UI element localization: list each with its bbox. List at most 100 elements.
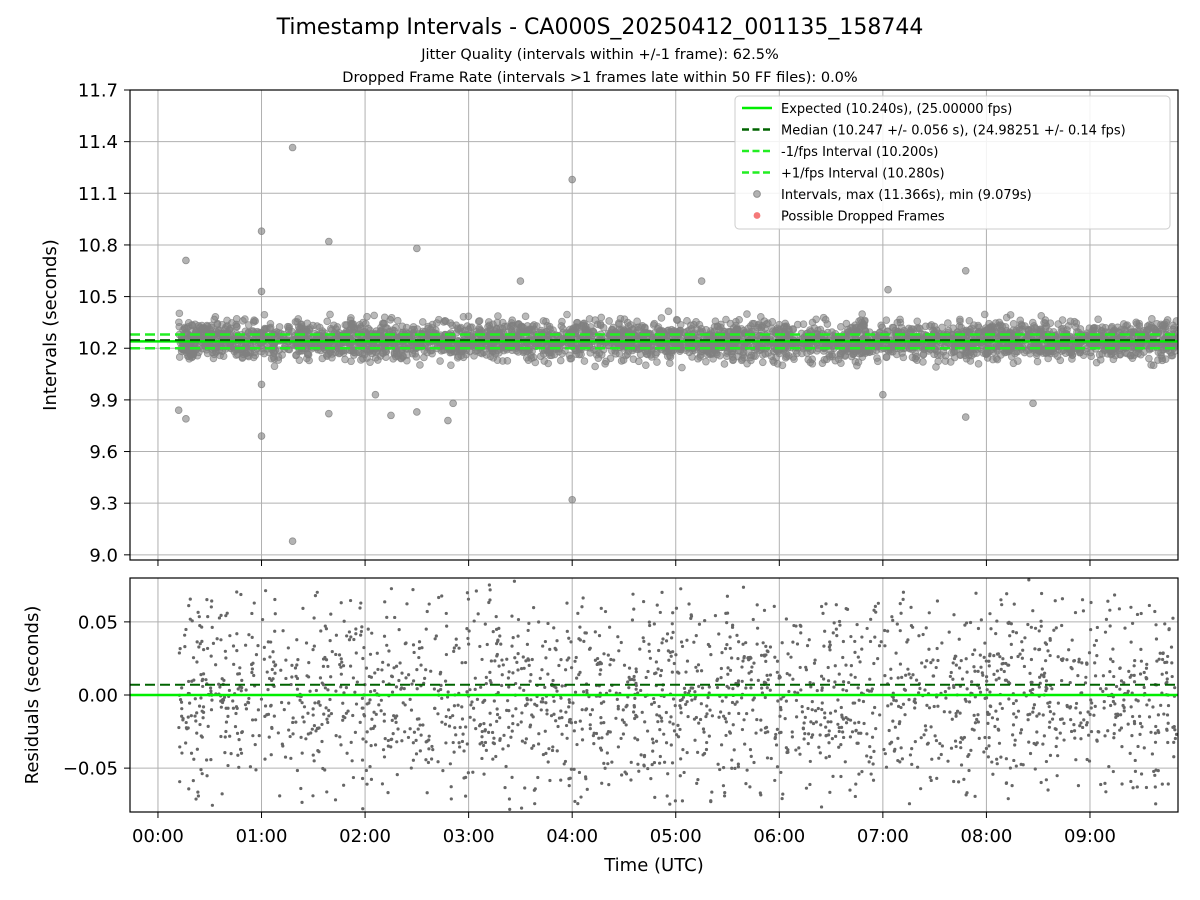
- residual-point: [914, 678, 919, 682]
- residual-point: [804, 786, 809, 790]
- residual-point: [694, 715, 698, 720]
- residual-point: [990, 716, 995, 720]
- intervals-y-ticks: 9.09.39.69.910.210.510.811.111.411.7: [78, 81, 130, 566]
- residual-point: [321, 766, 325, 771]
- interval-point: [882, 353, 891, 362]
- residual-point: [948, 674, 952, 679]
- residual-point: [339, 665, 343, 669]
- residual-point: [180, 686, 184, 690]
- interval-point: [599, 323, 608, 332]
- residual-point: [1131, 714, 1135, 719]
- residual-point: [808, 782, 812, 787]
- residual-point: [1147, 698, 1151, 702]
- residual-point: [1088, 712, 1092, 717]
- residual-point: [599, 606, 603, 610]
- residual-point: [685, 750, 689, 755]
- residual-point: [1103, 630, 1108, 634]
- residual-point: [1083, 681, 1088, 685]
- interval-point: [1070, 317, 1079, 326]
- residual-point: [995, 669, 1000, 673]
- residual-point: [726, 666, 730, 670]
- residual-point: [1038, 675, 1042, 679]
- residual-point: [808, 759, 812, 764]
- residual-point: [642, 753, 647, 758]
- residual-point: [616, 745, 620, 749]
- residual-point: [262, 657, 266, 661]
- residual-point: [1060, 658, 1064, 663]
- residual-point: [1004, 757, 1008, 761]
- residual-point: [1052, 712, 1056, 716]
- residual-point: [891, 719, 895, 723]
- residual-point: [867, 760, 871, 764]
- residual-point: [341, 664, 346, 668]
- residual-point: [447, 724, 452, 728]
- residual-point: [333, 798, 338, 802]
- residual-point: [1145, 703, 1149, 707]
- residual-point: [715, 685, 720, 690]
- residual-point: [531, 715, 535, 719]
- residual-point: [501, 663, 505, 667]
- residual-point: [431, 748, 435, 752]
- residual-point: [197, 645, 201, 649]
- jitter-quality-subtitle: Jitter Quality (intervals within +/-1 fr…: [421, 47, 779, 63]
- residual-point: [231, 706, 236, 710]
- residual-point: [564, 723, 569, 728]
- residual-point: [600, 736, 604, 740]
- interval-point: [446, 319, 455, 327]
- residual-point: [311, 753, 315, 757]
- interval-point: [808, 318, 817, 327]
- intervals-y-tick-label: 11.7: [78, 81, 118, 102]
- residual-point: [1069, 718, 1073, 722]
- residual-point: [668, 720, 672, 724]
- residual-point: [382, 712, 386, 716]
- residual-point: [958, 711, 962, 715]
- residual-point: [666, 772, 670, 776]
- residual-point: [573, 659, 577, 663]
- residual-point: [896, 736, 900, 740]
- residual-point: [1008, 634, 1012, 638]
- residual-point: [342, 619, 346, 623]
- residual-point: [1043, 641, 1047, 645]
- residual-point: [751, 708, 755, 712]
- interval-point: [356, 349, 364, 357]
- residual-point: [1118, 666, 1122, 671]
- interval-point: [770, 358, 778, 367]
- interval-point: [493, 356, 502, 365]
- residual-point: [341, 718, 345, 722]
- residual-point: [727, 711, 731, 715]
- residual-point: [818, 751, 822, 755]
- residual-point: [671, 697, 676, 701]
- interval-point: [697, 324, 706, 333]
- residual-point: [681, 748, 685, 752]
- residual-point: [350, 759, 354, 763]
- interval-point: [589, 327, 597, 336]
- residual-point: [1089, 698, 1093, 702]
- residual-point: [996, 652, 1001, 656]
- residual-point: [622, 663, 627, 667]
- interval-outlier-point: [182, 256, 190, 265]
- residual-point: [495, 719, 499, 723]
- residual-point: [994, 632, 998, 636]
- interval-point: [347, 357, 355, 366]
- residual-point: [735, 633, 739, 637]
- interval-point: [916, 324, 924, 333]
- residual-point: [970, 727, 974, 731]
- residual-point: [829, 720, 833, 724]
- residual-point: [818, 733, 822, 737]
- residual-point: [853, 794, 857, 799]
- residual-point: [936, 658, 940, 663]
- residual-point: [235, 590, 239, 594]
- residual-point: [460, 705, 464, 709]
- interval-point: [759, 358, 767, 367]
- residual-point: [681, 695, 686, 699]
- residual-point: [929, 661, 933, 665]
- interval-point: [503, 357, 512, 365]
- residual-point: [844, 721, 849, 725]
- residual-point: [393, 615, 397, 620]
- residual-point: [837, 672, 841, 676]
- interval-point: [241, 315, 249, 323]
- residual-point: [1040, 667, 1044, 671]
- residual-point: [239, 592, 243, 597]
- interval-point: [1009, 359, 1018, 368]
- residual-point: [1054, 626, 1058, 630]
